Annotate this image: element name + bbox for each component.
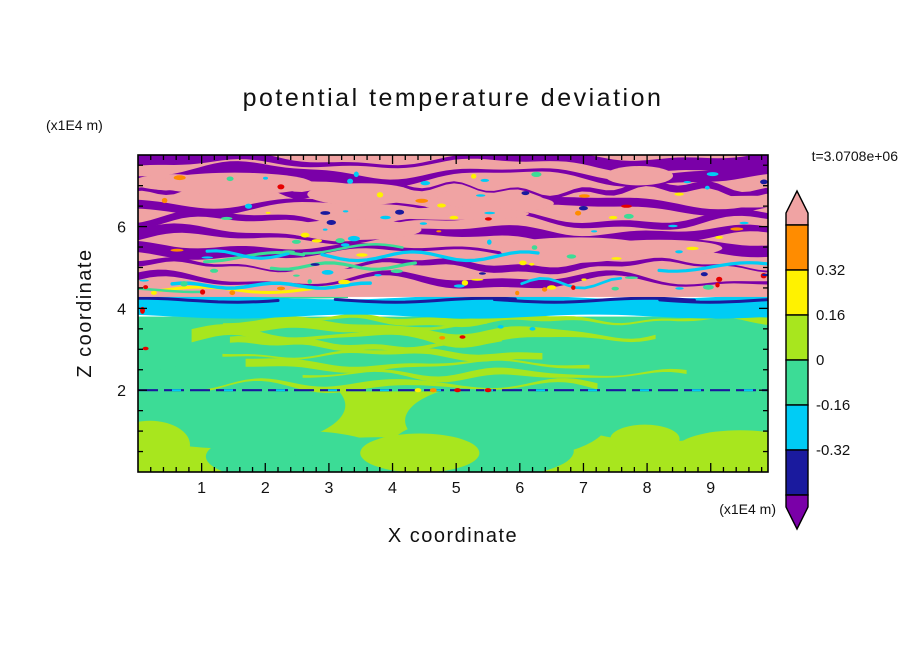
y-tick-label: 6 (117, 220, 126, 237)
colorbar-label: -0.32 (816, 442, 850, 459)
plot-frame (137, 154, 769, 473)
field-mixed-layer (138, 312, 768, 472)
x-tick-label: 3 (324, 480, 333, 497)
colorbar-arrow-up (785, 189, 809, 226)
colorbar-seg-green (785, 359, 809, 406)
colorbar-seg-navy (785, 449, 809, 496)
colorbar-label: 0.16 (816, 307, 845, 324)
y-axis-label: Z coordinate (74, 248, 96, 377)
x-tick-label: 6 (515, 480, 524, 497)
field-streaks (138, 243, 768, 295)
chart-title: potential temperature deviation (243, 84, 664, 112)
colorbar-label: 0 (816, 352, 824, 369)
tick-labels: 1 2 3 4 5 6 7 8 9 2 4 6 (117, 220, 715, 497)
field-specks (139, 171, 768, 296)
field-wave-layer (138, 155, 768, 297)
axes-ticks (137, 154, 769, 473)
colorbar-seg-yellow (785, 269, 809, 316)
x-axis-label: X coordinate (388, 525, 518, 547)
time-label: t=3.0708e+06 (812, 148, 899, 164)
x-tick-label: 4 (388, 480, 397, 497)
x-tick-label: 5 (452, 480, 461, 497)
colorbar-label: 0.32 (816, 262, 845, 279)
colorbar-seg-yellow_green (785, 314, 809, 361)
contour-field (138, 155, 768, 472)
y-tick-label: 2 (117, 383, 126, 400)
colorbar-arrow-down (785, 494, 809, 531)
field-cyan-band (138, 292, 768, 319)
x-tick-label: 2 (261, 480, 270, 497)
x-tick-label: 9 (706, 480, 715, 497)
x-axis-units: (x1E4 m) (719, 501, 776, 517)
y-axis-units: (x1E4 m) (46, 117, 103, 133)
x-tick-label: 7 (579, 480, 588, 497)
colorbar-seg-cyan (785, 404, 809, 451)
colorbar-label: -0.16 (816, 397, 850, 414)
colorbar-seg-orange (785, 224, 809, 271)
field-shear-line (138, 388, 768, 393)
y-tick-label: 4 (117, 301, 126, 318)
x-tick-label: 8 (643, 480, 652, 497)
colorbar: 0.32 0.16 0 -0.16 -0.32 (785, 189, 850, 531)
x-tick-label: 1 (197, 480, 206, 497)
